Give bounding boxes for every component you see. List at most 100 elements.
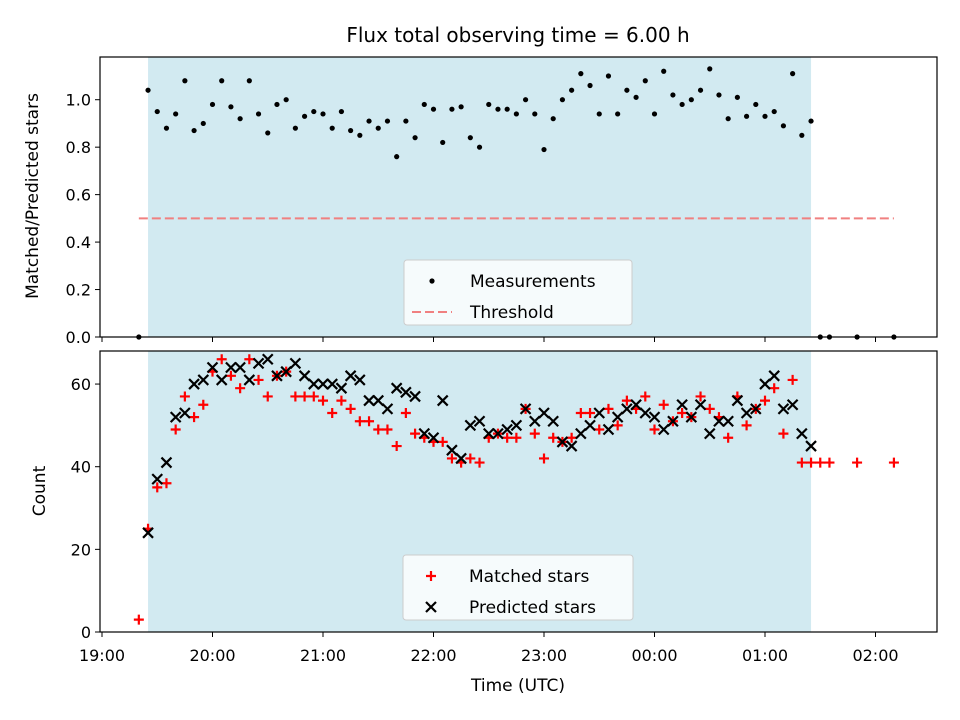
predicted-star-marker: [197, 374, 210, 386]
measurement-point: [541, 146, 547, 153]
y-tick-label: 0.8: [66, 138, 91, 157]
matched-star-marker: [382, 424, 393, 435]
predicted-star-marker: [786, 398, 799, 411]
predicted-star-marker: [243, 374, 256, 386]
predicted-star-marker: [685, 411, 698, 423]
predicted-star-marker: [740, 407, 753, 419]
predicted-star-marker: [648, 411, 661, 423]
x-tick-label: 01:00: [742, 646, 788, 665]
predicted-star-marker: [179, 407, 191, 419]
matched-star-marker: [133, 614, 144, 625]
y-tick-label: 40: [71, 458, 91, 477]
measurement-point: [578, 71, 584, 77]
matched-star-marker: [612, 420, 623, 431]
measurement-point: [762, 113, 768, 119]
measurement-point: [522, 97, 529, 103]
measurement-point: [154, 108, 160, 115]
predicted-star-marker: [390, 382, 403, 394]
x-axis-label: Time (UTC): [470, 676, 565, 696]
predicted-star-marker: [768, 370, 780, 382]
measurement-point: [587, 82, 593, 89]
predicted-star-marker: [657, 423, 670, 436]
measurement-point: [366, 118, 372, 124]
matched-star-marker: [474, 457, 485, 468]
predicted-star-marker: [160, 456, 173, 469]
measurement-point: [486, 101, 492, 108]
predicted-star-marker: [759, 378, 771, 390]
measurement-point: [440, 139, 446, 146]
predicted-star-marker: [363, 394, 375, 407]
matched-star-marker: [888, 457, 899, 468]
predicted-star-marker: [464, 419, 477, 432]
legend-label: Matched stars: [469, 567, 589, 587]
legend-box: [403, 259, 633, 326]
y-tick-label: 1.0: [66, 91, 91, 110]
measurement-point: [651, 111, 658, 117]
matched-star-marker: [235, 383, 246, 394]
measurement-point: [771, 108, 777, 115]
predicted-star-marker: [142, 527, 154, 539]
predicted-star-marker: [667, 415, 679, 428]
measurement-point: [292, 125, 298, 131]
y-tick-label: 0.4: [66, 233, 91, 252]
predicted-star-marker: [529, 415, 541, 428]
predicted-star-marker: [271, 370, 283, 382]
measurement-point: [799, 132, 805, 138]
predicted-star-marker: [151, 473, 164, 485]
measurement-point: [679, 101, 685, 108]
measurement-point: [191, 127, 197, 134]
bottom-panel: 0 20 40 60 19:00 20:00 21:00 22:00 23:00 00:00 01:…: [71, 350, 938, 665]
legend-marker-predicted: [425, 601, 437, 613]
matched-star-marker: [502, 432, 513, 443]
predicted-star-marker: [750, 403, 762, 415]
measurement-point: [790, 71, 796, 77]
matched-star-marker: [824, 457, 835, 468]
matched-star-marker: [336, 395, 347, 406]
x-tick-label: 02:00: [852, 646, 898, 665]
measurement-point: [274, 101, 280, 108]
predicted-star-marker: [556, 436, 569, 448]
matched-star-marker: [852, 457, 863, 468]
x-tick-label: 19:00: [79, 646, 125, 665]
predicted-star-marker: [547, 415, 559, 428]
top-panel: 0.0 0.2 0.4 0.6 0.8 1.0 Measurements Threshold: [66, 56, 938, 347]
predicted-star-marker: [372, 394, 385, 407]
measurement-point: [624, 87, 630, 93]
measurement-point: [163, 125, 170, 131]
measurement-point: [311, 108, 317, 115]
predicted-star-marker: [261, 353, 274, 366]
measurement-point: [449, 106, 455, 112]
predicted-star-marker: [188, 378, 200, 390]
measurement-point: [753, 101, 759, 108]
matched-star-marker: [446, 453, 457, 464]
matched-star-marker: [603, 403, 614, 414]
predicted-star-marker: [611, 411, 624, 423]
matched-star-marker: [198, 399, 209, 410]
measurement-point: [569, 87, 575, 93]
matched-star-marker: [796, 457, 807, 468]
measurement-point: [458, 104, 464, 110]
predicted-star-marker: [317, 378, 329, 390]
measurement-point: [237, 116, 243, 122]
predicted-star-marker: [722, 415, 734, 428]
matched-star-marker: [216, 354, 227, 365]
predicted-star-marker: [215, 374, 228, 386]
matched-star-marker: [760, 395, 770, 406]
predicted-star-marker: [225, 361, 237, 374]
predicted-star-marker: [400, 386, 412, 399]
predicted-star-marker: [621, 403, 633, 415]
matched-star-marker: [548, 432, 559, 443]
measurement-point: [173, 111, 179, 117]
measurement-point: [145, 87, 151, 93]
matched-star-marker: [290, 391, 301, 402]
matched-star-marker: [364, 416, 375, 427]
matched-star-marker: [170, 424, 181, 435]
measurement-point: [200, 120, 206, 127]
predicted-star-marker: [584, 419, 596, 432]
x-tick-label: 00:00: [631, 646, 677, 665]
predicted-star-marker: [381, 403, 394, 415]
top-y-axis-label: Matched/Predicted stars: [23, 93, 43, 299]
matched-star-marker: [318, 395, 328, 406]
measurement-point: [348, 127, 354, 134]
